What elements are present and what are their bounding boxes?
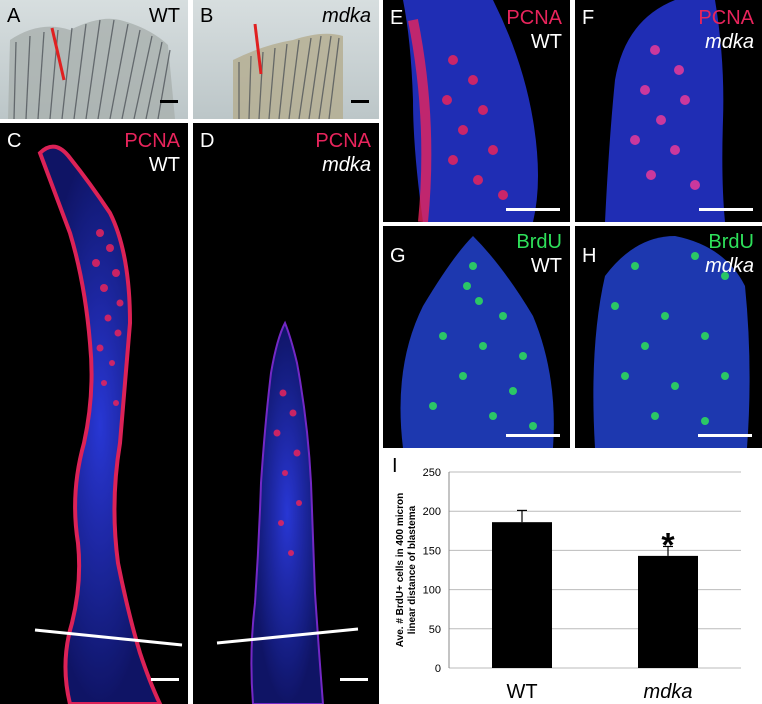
panel-c-pcna-wt: C PCNA WT [0, 123, 188, 704]
brdu-closeup-mdka [593, 236, 750, 448]
scale-bar [506, 208, 560, 211]
genotype-label: mdka [322, 154, 371, 176]
significance-asterisk: * [661, 526, 675, 564]
scale-bar [160, 100, 178, 103]
genotype-label: mdka [705, 31, 754, 53]
bar-mdka [638, 555, 698, 668]
stain-label: PCNA [698, 7, 754, 29]
fin-image-wt [0, 0, 188, 119]
panel-h-brdu-mdka: H BrdU mdka [575, 226, 762, 448]
genotype-label: WT [148, 5, 180, 27]
amputation-line [253, 23, 263, 75]
panel-d-pcna-mdka: D PCNA mdka [193, 123, 379, 704]
y-tick-label: 100 [423, 585, 441, 597]
y-tick-label: 150 [423, 545, 441, 557]
stain-label: BrdU [516, 231, 562, 253]
y-tick-label: 200 [423, 506, 441, 518]
scale-bar [151, 678, 179, 681]
stain-label: PCNA [124, 130, 180, 152]
amputation-plane-line [216, 627, 359, 645]
genotype-label: WT [530, 31, 562, 53]
panel-a-brightfield-wt: A WT [0, 0, 188, 119]
pcna-closeup-mdka [605, 0, 725, 222]
x-category-label: WT [506, 681, 537, 703]
brdu-closeup-wt [400, 236, 554, 448]
scale-bar [340, 678, 368, 681]
genotype-label: mdka [705, 255, 754, 277]
y-tick-label: 250 [423, 467, 441, 479]
amputation-line [50, 27, 66, 81]
bar-wt [492, 522, 552, 668]
panel-letter: H [582, 245, 597, 267]
amputation-plane-line [34, 628, 183, 647]
scale-bar [698, 434, 752, 437]
stain-label: PCNA [506, 7, 562, 29]
genotype-label: WT [530, 255, 562, 277]
panel-g-brdu-wt: G BrdU WT [383, 226, 570, 448]
brdu-bar-chart: 0 50 100 150 200 250 Ave. # BrdU+ cells in 400… [395, 467, 741, 703]
y-tick-label: 0 [435, 663, 441, 675]
pcna-closeup-wt [403, 0, 538, 222]
scale-bar [506, 434, 560, 437]
x-category-label: mdka [644, 681, 693, 703]
panel-letter: F [582, 7, 595, 29]
stain-label: PCNA [315, 130, 371, 152]
panel-letter: B [200, 5, 214, 27]
panel-i-bar-chart: I 0 50 100 150 200 250 Ave. # BrdU+ cells in 4… [383, 452, 762, 704]
panel-letter: C [7, 130, 22, 152]
panel-f-pcna-mdka-closeup: F PCNA mdka [575, 0, 762, 222]
scale-bar [699, 208, 753, 211]
panel-letter: D [200, 130, 215, 152]
panel-e-pcna-wt-closeup: E PCNA WT [383, 0, 570, 222]
panel-letter: G [390, 245, 406, 267]
panel-b-brightfield-mdka: B mdka [193, 0, 379, 119]
pcna-section-wt [34, 144, 183, 704]
stain-label: BrdU [708, 231, 754, 253]
panel-letter: E [390, 7, 404, 29]
fin-image-mdka [193, 0, 379, 119]
scale-bar [351, 100, 369, 103]
genotype-label: WT [148, 154, 180, 176]
y-tick-label: 50 [429, 624, 441, 636]
y-axis-label: Ave. # BrdU+ cells in 400 micronlinear d… [395, 493, 418, 647]
pcna-section-mdka [216, 320, 359, 704]
panel-letter: A [7, 5, 21, 27]
genotype-label: mdka [322, 5, 371, 27]
panel-letter: I [392, 455, 398, 477]
